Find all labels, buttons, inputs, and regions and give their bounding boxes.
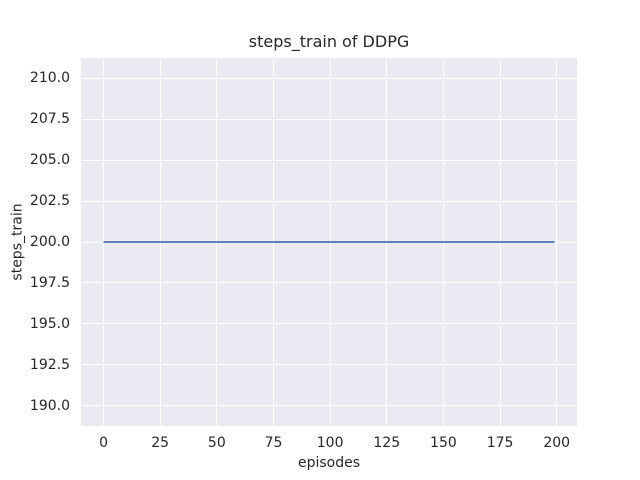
y-tick-label: 207.5 [29, 111, 70, 128]
x-axis-label: episodes [297, 455, 361, 471]
y-tick-label: 197.5 [29, 274, 70, 291]
gridline-horizontal [81, 364, 577, 366]
x-tick-label: 25 [151, 435, 170, 451]
y-tick-label: 190.0 [29, 397, 70, 414]
gridline-horizontal [81, 77, 577, 79]
gridline-vertical [103, 58, 105, 426]
x-tick-label: 0 [99, 435, 108, 451]
x-tick-label: 50 [207, 435, 226, 451]
gridline-horizontal [81, 118, 577, 120]
chart-title: steps_train of DDPG [248, 32, 410, 51]
gridline-horizontal [81, 323, 577, 325]
x-tick-label: 125 [373, 435, 401, 451]
x-tick-label: 75 [264, 435, 283, 451]
y-tick-label: 210.0 [29, 70, 70, 87]
plot-area [81, 58, 577, 426]
y-tick-label: 195.0 [29, 315, 70, 332]
y-tick-label: 202.5 [29, 193, 70, 210]
y-tick-label: 200.0 [29, 234, 70, 250]
y-tick-label: 205.0 [29, 152, 70, 169]
gridline-horizontal [81, 200, 577, 202]
x-tick-label: 200 [543, 435, 571, 451]
x-tick-label: 150 [430, 435, 457, 451]
x-tick-label: 175 [486, 435, 514, 451]
gridline-horizontal [81, 405, 577, 407]
gridline-horizontal [81, 282, 577, 284]
gridline-vertical [556, 58, 558, 426]
gridline-horizontal [81, 159, 577, 161]
y-tick-label: 192.5 [29, 356, 70, 373]
series-plot [103, 241, 555, 243]
x-tick-label: 100 [316, 435, 344, 451]
